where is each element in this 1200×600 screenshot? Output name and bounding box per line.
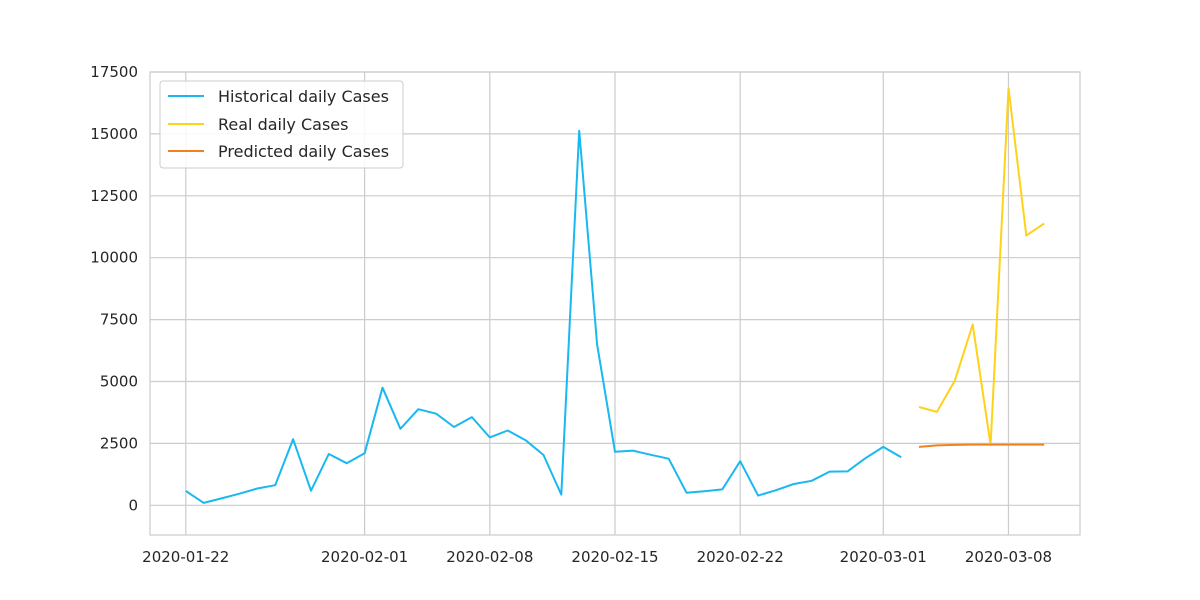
y-tick-label: 5000 [100, 372, 138, 390]
series-line-real [918, 87, 1045, 446]
y-tick-label: 2500 [100, 434, 138, 452]
y-tick-label: 12500 [90, 187, 138, 205]
y-tick-label: 15000 [90, 125, 138, 143]
series-line-predicted [918, 443, 1045, 448]
legend-box [159, 80, 404, 169]
series-layer [185, 87, 1045, 504]
y-tick-label: 7500 [100, 311, 138, 329]
legend: Historical daily Cases Real daily Cases … [159, 80, 404, 169]
x-tick-label: 2020-01-22 [142, 548, 229, 566]
legend-label-historical: Historical daily Cases [218, 87, 389, 106]
plot-frame [149, 71, 1081, 536]
x-tick-label: 2020-02-08 [446, 548, 533, 566]
y-axis-ticks: 0 2500 5000 7500 10000 12500 15000 17500 [90, 63, 138, 514]
series-line-historical [185, 129, 902, 504]
x-tick-label: 2020-03-01 [840, 548, 927, 566]
x-tick-label: 2020-03-08 [965, 548, 1052, 566]
x-tick-label: 2020-02-15 [571, 548, 658, 566]
y-tick-label: 0 [128, 496, 138, 514]
x-tick-label: 2020-02-22 [697, 548, 784, 566]
legend-label-real: Real daily Cases [218, 115, 348, 134]
y-tick-label: 10000 [90, 249, 138, 267]
x-tick-label: 2020-02-01 [321, 548, 408, 566]
legend-label-predicted: Predicted daily Cases [218, 142, 389, 161]
x-axis-ticks: 2020-01-22 2020-02-01 2020-02-08 2020-02-15… [142, 548, 1052, 566]
y-tick-label: 17500 [90, 63, 138, 81]
